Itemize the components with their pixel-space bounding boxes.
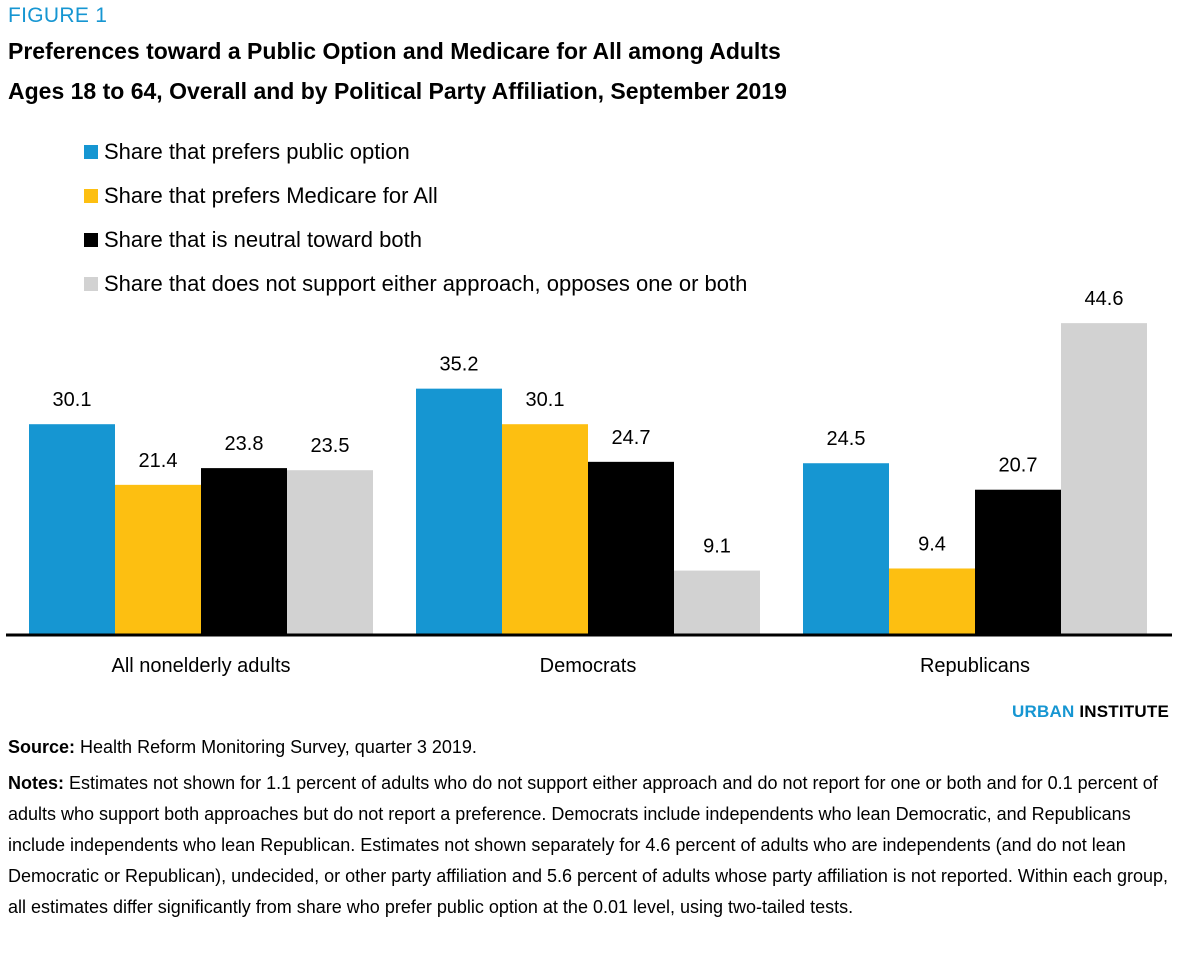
bar-all-nonelderly-adults-series-4 [287,470,373,634]
bar-republicans-series-4 [1061,323,1147,634]
value-label-democrats-series-3: 24.7 [612,427,651,449]
source-label: Source: [8,737,76,757]
value-labels-layer: 30.1 21.4 23.8 23.5 35.2 30.1 24.7 9.1 24.5 9.4 20… [53,288,1124,557]
legend-label: Share that prefers Medicare for All [104,183,438,208]
figure-label: FIGURE 1 [8,4,108,27]
legend-swatch-public-option [84,145,98,159]
legend: Share that prefers public option Share t… [84,130,747,306]
value-label-republicans-series-1: 24.5 [827,428,866,450]
category-label-all-nonelderly-adults: All nonelderly adults [112,655,291,677]
bar-republicans-series-1 [803,463,889,634]
legend-swatch-medicare-for-all [84,189,98,203]
bar-all-nonelderly-adults-series-2 [115,484,201,634]
value-label-democrats-series-1: 35.2 [440,354,479,376]
notes: Notes: Estimates not shown for 1.1 perce… [8,768,1183,923]
value-label-all-nonelderly-adults-series-4: 23.5 [311,435,350,457]
legend-item-public-option: Share that prefers public option [84,130,747,174]
value-label-all-nonelderly-adults-series-3: 23.8 [225,433,264,455]
legend-label: Share that does not support either appro… [104,271,748,296]
brand-part-1: URBAN [1012,702,1075,721]
legend-label: Share that prefers public option [104,139,410,164]
value-label-republicans-series-3: 20.7 [999,455,1038,477]
bar-democrats-series-1 [416,388,502,634]
value-label-all-nonelderly-adults-series-2: 21.4 [139,450,178,472]
chart-title-line-2: Ages 18 to 64, Overall and by Political … [8,78,787,104]
bars-layer [29,323,1147,634]
value-label-republicans-series-2: 9.4 [918,533,946,555]
bar-republicans-series-3 [975,489,1061,634]
value-label-all-nonelderly-adults-series-1: 30.1 [53,389,92,411]
bar-democrats-series-2 [502,424,588,634]
legend-swatch-neutral [84,233,98,247]
bar-democrats-series-3 [588,461,674,634]
notes-label: Notes: [8,773,65,793]
chart-title-line-1: Preferences toward a Public Option and M… [8,38,781,64]
bar-chart: 30.1 21.4 23.8 23.5 35.2 30.1 24.7 9.1 24.5 9.4 20… [6,288,1172,677]
legend-swatch-not-support [84,277,98,291]
urban-institute-logo: URBAN INSTITUTE [1012,702,1169,722]
source-text: Health Reform Monitoring Survey, quarter… [75,737,477,757]
legend-item-not-support: Share that does not support either appro… [84,262,747,306]
bar-all-nonelderly-adults-series-3 [201,468,287,634]
bar-republicans-series-2 [889,568,975,634]
value-label-republicans-series-4: 44.6 [1085,288,1124,310]
legend-item-neutral: Share that is neutral toward both [84,218,747,262]
value-label-democrats-series-2: 30.1 [526,389,565,411]
category-label-republicans: Republicans [920,655,1030,677]
category-labels-layer: All nonelderly adults Democrats Republican… [112,655,1031,677]
value-label-democrats-series-4: 9.1 [703,536,731,558]
category-label-democrats: Democrats [540,655,637,677]
legend-item-medicare-for-all: Share that prefers Medicare for All [84,174,747,218]
legend-label: Share that is neutral toward both [104,227,422,252]
source-note: Source: Health Reform Monitoring Survey,… [8,737,477,758]
bar-all-nonelderly-adults-series-1 [29,424,115,634]
notes-text: Estimates not shown for 1.1 percent of a… [8,773,1168,917]
brand-part-2: INSTITUTE [1079,702,1169,721]
bar-democrats-series-4 [674,570,760,634]
